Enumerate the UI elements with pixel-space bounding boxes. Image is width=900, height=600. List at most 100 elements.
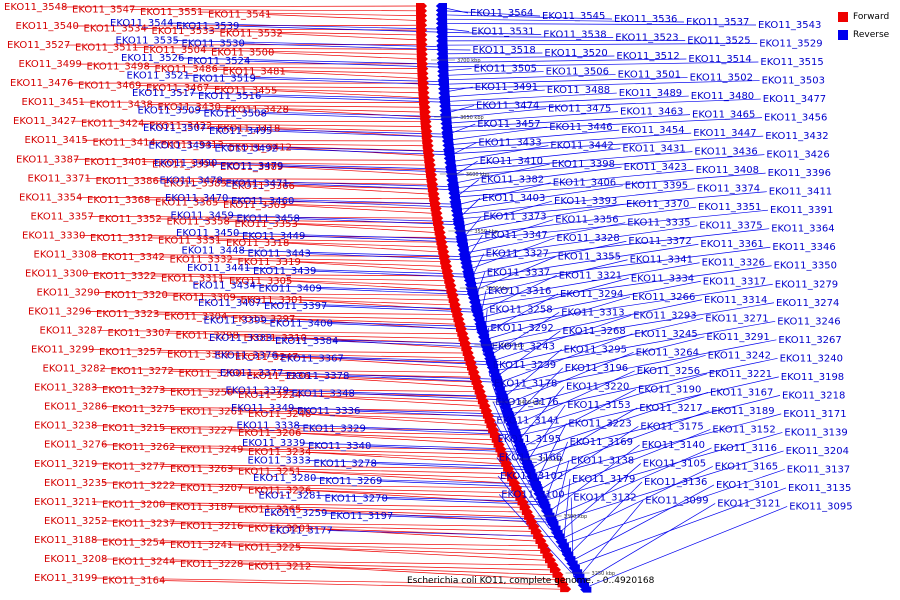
- reverse-gene-label: EKO11_3099: [645, 495, 708, 506]
- reverse-connector: [436, 14, 613, 20]
- reverse-connector: [305, 460, 523, 467]
- reverse-gene: [580, 586, 592, 593]
- reverse-connector: [239, 250, 460, 257]
- reverse-connector: [437, 74, 616, 81]
- forward-connector: [101, 482, 512, 489]
- forward-connector: [227, 259, 442, 267]
- forward-connector: [197, 11, 417, 16]
- forward-gene-label: EKO11_3252: [44, 516, 107, 527]
- reverse-gene-label: EKO11_3378: [286, 371, 349, 382]
- legend-forward-label: Forward: [853, 12, 890, 22]
- forward-gene-label: EKO11_3226: [248, 485, 311, 496]
- reverse-gene-label: EKO11_3221: [709, 369, 772, 380]
- forward-gene: [420, 123, 432, 130]
- forward-connector: [212, 201, 431, 209]
- reverse-gene-label: EKO11_3341: [630, 255, 693, 266]
- forward-gene-label: EKO11_3234: [248, 447, 311, 458]
- reverse-connector: [505, 367, 564, 425]
- reverse-connector: [316, 288, 468, 295]
- forward-gene-label: EKO11_3212: [248, 561, 311, 572]
- reverse-connector: [472, 274, 557, 316]
- forward-gene: [484, 417, 496, 424]
- forward-gene: [430, 205, 442, 212]
- forward-connector: [215, 240, 438, 248]
- reverse-connector: [451, 188, 695, 216]
- forward-gene-label: EKO11_3368: [87, 195, 150, 206]
- forward-gene: [449, 301, 461, 308]
- forward-gene-label: EKO11_3225: [238, 542, 301, 553]
- forward-gene: [419, 99, 431, 106]
- reverse-gene-label: EKO11_3239: [493, 360, 556, 371]
- forward-gene-label: EKO11_3200: [102, 499, 165, 510]
- reverse-connector: [517, 392, 709, 455]
- reverse-connector: [437, 77, 688, 85]
- forward-connector: [295, 394, 480, 407]
- reverse-gene-label: EKO11_3508: [204, 109, 267, 120]
- forward-gene-label: EKO11_3511: [75, 43, 138, 54]
- forward-connector: [61, 5, 417, 8]
- forward-gene: [464, 354, 476, 361]
- forward-gene: [458, 335, 470, 342]
- reverse-gene-label: EKO11_3329: [303, 424, 366, 435]
- reverse-connector: [442, 126, 548, 142]
- reverse-gene-label: EKO11_3377: [220, 368, 283, 379]
- forward-connector: [289, 185, 429, 195]
- reverse-gene-label: EKO11_3537: [686, 17, 749, 28]
- forward-gene-label: EKO11_3353: [235, 219, 298, 230]
- reverse-gene-label: EKO11_3348: [292, 389, 355, 400]
- forward-connector: [236, 373, 472, 383]
- reverse-connector: [481, 302, 775, 351]
- forward-gene-label: EKO11_3276: [44, 440, 107, 451]
- forward-gene-label: EKO11_3277: [102, 461, 165, 472]
- forward-connector: [91, 501, 520, 508]
- reverse-gene-label: EKO11_3267: [778, 335, 841, 346]
- forward-gene: [459, 340, 471, 347]
- reverse-gene-label: EKO11_3456: [764, 113, 827, 124]
- forward-gene: [513, 489, 525, 496]
- reverse-connector: [464, 243, 699, 281]
- forward-gene: [422, 142, 434, 149]
- reverse-gene-label: EKO11_3431: [622, 144, 685, 155]
- forward-connector: [138, 123, 421, 127]
- kbp-tick-label: 3650 kbp: [460, 115, 484, 121]
- reverse-connector: [310, 270, 464, 278]
- forward-gene: [467, 364, 479, 371]
- forward-gene: [547, 562, 559, 569]
- forward-connector: [209, 30, 417, 36]
- forward-gene-label: EKO11_3330: [22, 230, 85, 241]
- forward-gene-label: EKO11_3224: [238, 390, 301, 401]
- reverse-connector: [580, 506, 788, 590]
- reverse-connector: [440, 114, 691, 129]
- forward-connector: [135, 85, 419, 89]
- forward-gene-label: EKO11_3262: [112, 442, 175, 453]
- reverse-connector: [327, 323, 477, 330]
- reverse-gene-label: EKO11_3446: [549, 122, 612, 133]
- reverse-connector: [261, 113, 441, 120]
- reverse-gene-label: EKO11_3317: [703, 276, 766, 287]
- forward-gene: [530, 528, 542, 535]
- forward-gene: [517, 499, 529, 506]
- reverse-connector: [537, 432, 783, 503]
- reverse-connector: [453, 200, 553, 229]
- forward-swatch: [838, 12, 848, 22]
- forward-gene: [427, 181, 439, 188]
- reverse-connector: [437, 71, 544, 77]
- forward-gene: [454, 321, 466, 328]
- forward-gene: [416, 46, 428, 53]
- reverse-gene-label: EKO11_3471: [226, 179, 289, 190]
- connector-lines: [61, 5, 788, 590]
- forward-gene-label: EKO11_3499: [19, 59, 82, 70]
- forward-connector: [76, 196, 430, 200]
- reverse-gene-label: EKO11_3502: [690, 73, 753, 84]
- reverse-gene-label: EKO11_3379: [226, 386, 289, 397]
- forward-gene-label: EKO11_3551: [140, 7, 203, 18]
- forward-gene: [474, 388, 486, 395]
- reverse-gene-label: EKO11_3536: [614, 14, 677, 25]
- forward-gene: [515, 494, 527, 501]
- reverse-connector: [568, 487, 787, 569]
- forward-gene-label: EKO11_3199: [34, 573, 97, 584]
- reverse-connector: [440, 111, 619, 124]
- forward-gene: [432, 215, 444, 222]
- forward-gene: [434, 229, 446, 236]
- forward-connector: [305, 528, 536, 542]
